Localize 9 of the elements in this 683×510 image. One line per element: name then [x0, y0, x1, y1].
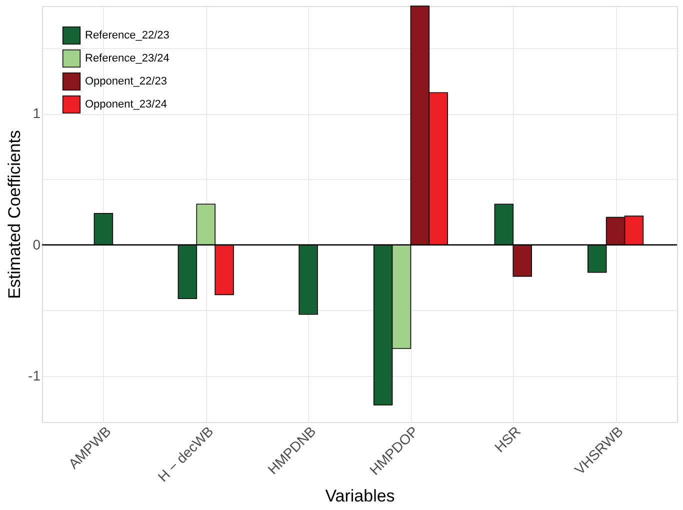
y-tick-label: -1 [28, 368, 41, 384]
legend-label: Opponent_22/23 [85, 76, 167, 88]
legend-label: Opponent_23/24 [85, 98, 167, 110]
y-tick-label: 0 [32, 236, 41, 252]
x-axis-title: Variables [325, 486, 395, 506]
legend-label: Reference_23/24 [85, 52, 170, 64]
y-axis-title: Estimated Coefficients [5, 130, 24, 299]
legend-label: Reference_22/23 [85, 30, 170, 42]
y-tick-label: 1 [32, 105, 41, 122]
